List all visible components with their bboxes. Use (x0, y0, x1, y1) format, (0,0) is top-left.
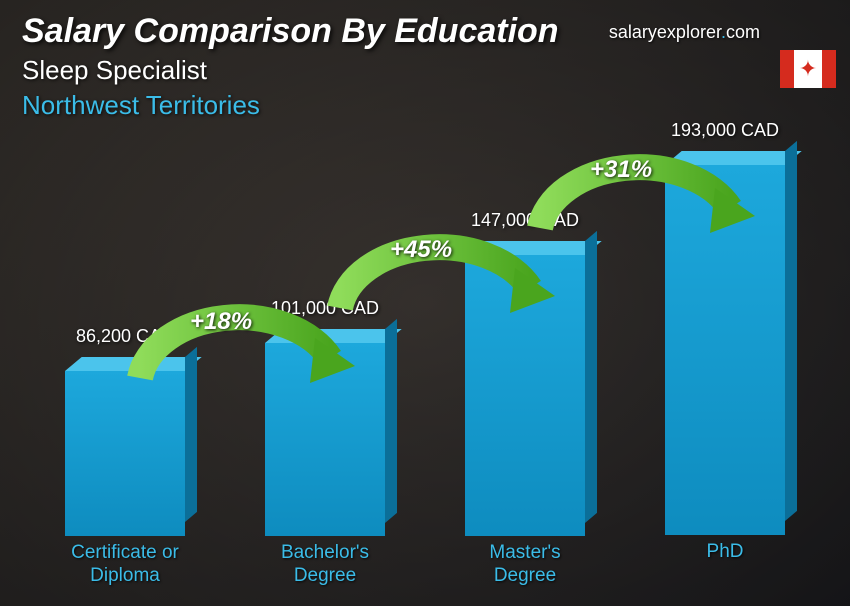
bar-category-label: Certificate orDiploma (50, 542, 200, 588)
increase-arrow-icon (130, 288, 350, 408)
percentage-increase-label: +31% (590, 156, 652, 184)
bar-category-label: Bachelor'sDegree (250, 542, 400, 588)
chart-header: Salary Comparison By Education Sleep Spe… (22, 12, 559, 121)
bar-chart: 86,200 CADCertificate orDiploma101,000 C… (30, 108, 810, 588)
source-attribution: salaryexplorer.com (609, 22, 760, 43)
bar-category-label: PhD (650, 541, 800, 564)
canada-flag-icon: ✦ (780, 50, 836, 88)
chart-subtitle-job: Sleep Specialist (22, 55, 559, 86)
percentage-increase-label: +45% (390, 236, 452, 264)
chart-title: Salary Comparison By Education (22, 12, 559, 51)
percentage-increase-label: +18% (190, 308, 252, 336)
bar-category-label: Master'sDegree (450, 542, 600, 588)
